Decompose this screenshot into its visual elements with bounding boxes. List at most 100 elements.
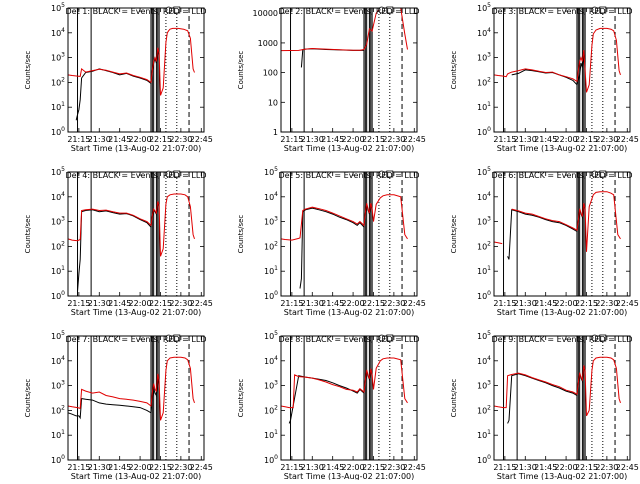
x-tick-label: 21:15	[493, 463, 516, 472]
y-tick-label: 102	[477, 76, 491, 87]
x-tick-label: 22:15	[362, 463, 385, 472]
night-square-marker	[173, 334, 181, 342]
saa-circle-marker	[591, 6, 599, 14]
x-tick-label: 22:45	[190, 299, 213, 308]
plot-frame	[280, 7, 418, 133]
y-tick-label: 104	[264, 355, 278, 366]
x-tick-label: 22:15	[575, 299, 598, 308]
night-square-marker	[386, 334, 394, 342]
plot-frame	[67, 335, 205, 461]
x-tick-label: 21:30	[88, 299, 111, 308]
x-tick-label: 22:30	[382, 463, 405, 472]
y-tick-label: 102	[51, 240, 65, 251]
y-tick-label: 105	[477, 166, 491, 177]
x-tick-label: 22:15	[362, 135, 385, 144]
chart-panel-5: Det 5: BLACK = Events, RED = LLD21:1521:…	[237, 166, 426, 317]
chart-title: Det 6: BLACK = Events, RED = LLD	[492, 171, 633, 180]
night-square-marker	[599, 6, 607, 14]
chart-title: Det 1: BLACK = Events, RED = LLD	[66, 7, 207, 16]
x-tick-label: 21:15	[67, 299, 90, 308]
x-tick-label: 21:45	[534, 135, 557, 144]
x-axis-label: Start Time (13-Aug-02 21:07:00)	[71, 472, 202, 480]
x-tick-label: 22:00	[555, 463, 578, 472]
series-red-line	[67, 27, 195, 96]
y-axis-label: Counts/sec	[450, 51, 458, 90]
y-tick-label: 102	[264, 240, 278, 251]
x-tick-label: 21:30	[514, 135, 537, 144]
y-axis-label: Counts/sec	[24, 215, 32, 254]
x-tick-label: 21:15	[493, 135, 516, 144]
x-tick-label: 21:45	[108, 463, 131, 472]
y-axis-label: Counts/sec	[237, 215, 245, 254]
x-tick-label: 21:45	[321, 463, 344, 472]
x-tick-label: 22:30	[382, 299, 405, 308]
x-tick-label: 22:45	[190, 463, 213, 472]
y-axis-label: Counts/sec	[237, 379, 245, 418]
y-axis-label: Counts/sec	[237, 51, 245, 90]
x-tick-label: 21:45	[108, 299, 131, 308]
y-tick-label: 100	[477, 454, 491, 465]
x-tick-label: 22:30	[382, 135, 405, 144]
x-tick-label: 22:30	[169, 299, 192, 308]
y-tick-label: 103	[477, 52, 491, 63]
y-tick-label: 104	[477, 355, 491, 366]
y-tick-label: 105	[51, 166, 65, 177]
plot-frame	[493, 7, 631, 133]
series-black-line	[300, 48, 364, 68]
chart-title: Det 7: BLACK = Events, RED = LLD	[66, 335, 207, 344]
series-black-line	[77, 202, 160, 292]
chart-panel-1: Det 1: BLACK = Events, RED = LLD21:1521:…	[24, 2, 213, 153]
x-tick-label: 21:30	[301, 463, 324, 472]
y-tick-label: 105	[477, 330, 491, 341]
plot-frame	[67, 171, 205, 297]
y-tick-label: 103	[477, 216, 491, 227]
y-tick-label: 105	[477, 2, 491, 13]
x-tick-label: 22:45	[616, 463, 639, 472]
y-tick-label: 10000	[253, 9, 278, 18]
series-red-line	[67, 193, 195, 257]
x-tick-label: 22:00	[555, 299, 578, 308]
x-tick-label: 22:30	[169, 135, 192, 144]
y-tick-label: 102	[477, 240, 491, 251]
y-tick-label: 100	[51, 126, 65, 137]
y-tick-label: 103	[51, 216, 65, 227]
plot-frame	[280, 171, 418, 297]
series-black-line	[67, 378, 160, 420]
y-axis-label: Counts/sec	[450, 215, 458, 254]
y-tick-label: 104	[477, 27, 491, 38]
series-red-line	[280, 357, 408, 409]
chart-panel-8: Det 8: BLACK = Events, RED = LLD21:1521:…	[237, 330, 426, 481]
x-tick-label: 21:45	[534, 299, 557, 308]
series-red-line	[67, 356, 195, 421]
x-tick-label: 22:15	[575, 463, 598, 472]
x-tick-label: 21:15	[67, 463, 90, 472]
y-tick-label: 10	[268, 98, 278, 107]
x-tick-label: 21:30	[88, 463, 111, 472]
y-tick-label: 103	[477, 380, 491, 391]
y-tick-label: 100	[51, 454, 65, 465]
y-tick-label: 104	[51, 355, 65, 366]
x-axis-label: Start Time (13-Aug-02 21:07:00)	[497, 472, 628, 480]
night-square-marker	[599, 170, 607, 178]
y-tick-label: 101	[477, 429, 491, 440]
x-axis-label: Start Time (13-Aug-02 21:07:00)	[284, 308, 415, 317]
y-tick-label: 101	[477, 101, 491, 112]
series-black-line	[299, 204, 373, 289]
x-tick-label: 22:00	[129, 463, 152, 472]
y-tick-label: 101	[264, 265, 278, 276]
x-tick-label: 22:45	[190, 135, 213, 144]
x-tick-label: 22:15	[149, 299, 172, 308]
y-tick-label: 100	[477, 290, 491, 301]
x-tick-label: 21:30	[301, 299, 324, 308]
y-tick-label: 103	[51, 380, 65, 391]
saa-circle-marker	[165, 334, 173, 342]
x-tick-label: 22:30	[595, 135, 618, 144]
y-tick-label: 1000	[258, 39, 278, 48]
series-black-line	[288, 369, 373, 424]
x-tick-label: 21:45	[321, 299, 344, 308]
x-tick-label: 21:45	[108, 135, 131, 144]
x-tick-label: 22:30	[595, 299, 618, 308]
chart-panel-3: Det 3: BLACK = Events, RED = LLD21:1521:…	[450, 2, 639, 153]
